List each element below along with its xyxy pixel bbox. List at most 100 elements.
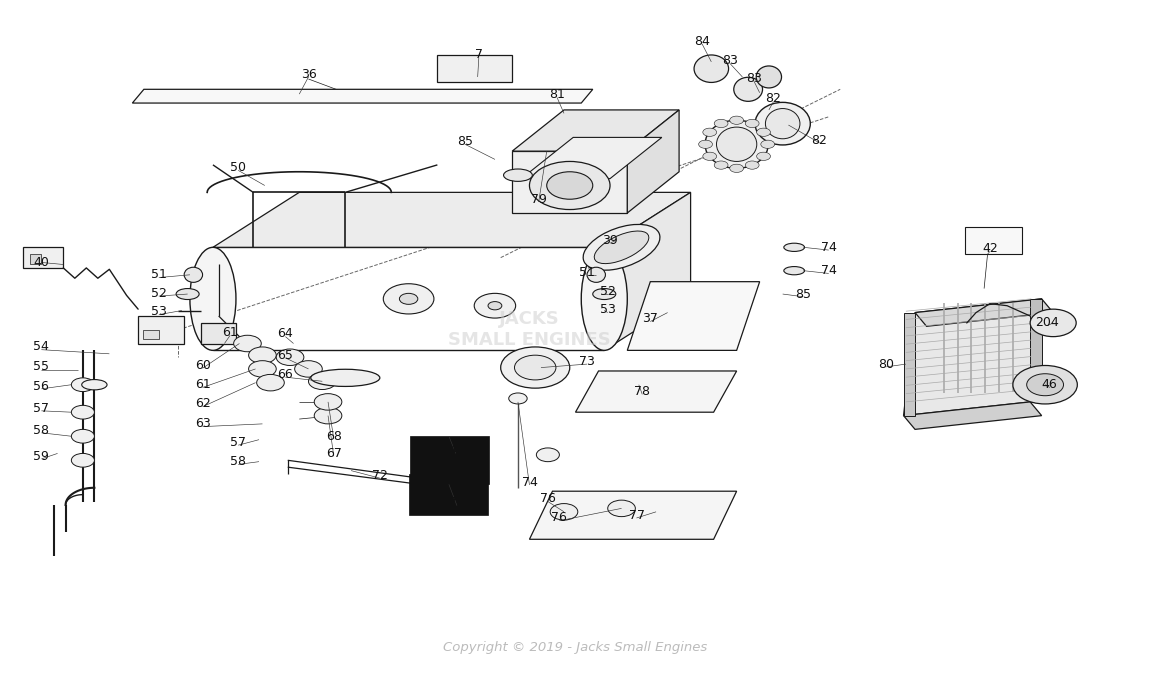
- Circle shape: [514, 355, 556, 380]
- Text: 53: 53: [600, 304, 616, 316]
- Text: 61: 61: [195, 379, 211, 391]
- Text: 68: 68: [326, 430, 342, 442]
- Text: 82: 82: [765, 93, 782, 105]
- Circle shape: [71, 405, 94, 419]
- Text: 52: 52: [600, 285, 616, 297]
- Circle shape: [703, 153, 717, 160]
- Text: 60: 60: [195, 359, 211, 372]
- Circle shape: [699, 140, 712, 148]
- Text: 63: 63: [195, 418, 211, 430]
- Polygon shape: [409, 474, 488, 515]
- Text: 66: 66: [277, 368, 294, 381]
- Bar: [23, 247, 63, 268]
- Bar: [201, 323, 236, 344]
- Polygon shape: [213, 192, 691, 247]
- Circle shape: [295, 361, 322, 377]
- Bar: [143, 330, 159, 339]
- Text: 204: 204: [1036, 317, 1059, 329]
- Circle shape: [314, 407, 342, 424]
- Polygon shape: [512, 110, 679, 151]
- Text: 54: 54: [33, 341, 49, 353]
- Text: 58: 58: [33, 424, 49, 436]
- Circle shape: [550, 504, 578, 520]
- Text: 41: 41: [448, 444, 464, 457]
- Text: 58: 58: [230, 455, 246, 468]
- Circle shape: [761, 140, 775, 148]
- Text: 85: 85: [457, 135, 473, 148]
- Circle shape: [308, 373, 336, 390]
- Polygon shape: [915, 299, 1053, 326]
- Circle shape: [249, 347, 276, 363]
- Circle shape: [249, 361, 276, 377]
- Text: 57: 57: [33, 402, 49, 414]
- Ellipse shape: [756, 66, 782, 88]
- Text: 75: 75: [449, 497, 465, 509]
- Text: 74: 74: [521, 476, 538, 488]
- Ellipse shape: [587, 267, 605, 282]
- Text: 67: 67: [326, 447, 342, 460]
- Circle shape: [257, 374, 284, 391]
- Ellipse shape: [733, 78, 762, 102]
- Text: 40: 40: [33, 256, 49, 269]
- Circle shape: [501, 347, 570, 388]
- Circle shape: [529, 161, 610, 210]
- Circle shape: [1030, 309, 1076, 337]
- Text: 57: 57: [230, 436, 246, 449]
- Text: 51: 51: [151, 269, 167, 281]
- Text: 59: 59: [33, 450, 49, 462]
- Text: 78: 78: [634, 385, 650, 398]
- Ellipse shape: [190, 247, 236, 350]
- Circle shape: [714, 161, 729, 169]
- Polygon shape: [521, 137, 662, 179]
- Text: 74: 74: [821, 241, 837, 254]
- Text: 79: 79: [531, 193, 547, 205]
- Text: 82: 82: [811, 134, 828, 146]
- Text: 81: 81: [549, 89, 565, 101]
- Polygon shape: [512, 151, 627, 213]
- Polygon shape: [576, 371, 737, 412]
- Text: 37: 37: [642, 313, 658, 325]
- Text: JACKS
SMALL ENGINES: JACKS SMALL ENGINES: [448, 311, 611, 349]
- Ellipse shape: [311, 370, 380, 386]
- Bar: [30, 254, 41, 264]
- Ellipse shape: [184, 267, 203, 282]
- Text: 46: 46: [1042, 379, 1058, 391]
- Text: 76: 76: [540, 493, 556, 505]
- Circle shape: [1027, 374, 1064, 396]
- Circle shape: [730, 164, 744, 172]
- Text: Copyright © 2019 - Jacks Small Engines: Copyright © 2019 - Jacks Small Engines: [443, 641, 708, 653]
- Circle shape: [703, 128, 717, 136]
- Circle shape: [276, 349, 304, 365]
- Ellipse shape: [755, 102, 810, 145]
- Polygon shape: [604, 192, 691, 350]
- Text: 84: 84: [694, 35, 710, 47]
- Circle shape: [71, 378, 94, 392]
- Text: 80: 80: [878, 358, 894, 370]
- Circle shape: [71, 429, 94, 443]
- Text: 65: 65: [277, 349, 294, 361]
- Polygon shape: [904, 313, 915, 416]
- Circle shape: [71, 453, 94, 467]
- Ellipse shape: [581, 247, 627, 350]
- Polygon shape: [627, 110, 679, 213]
- Text: 55: 55: [33, 361, 49, 373]
- Circle shape: [399, 293, 418, 304]
- Circle shape: [746, 120, 759, 128]
- Text: 72: 72: [372, 469, 388, 482]
- Ellipse shape: [784, 243, 805, 251]
- Ellipse shape: [784, 267, 805, 275]
- Circle shape: [746, 161, 759, 169]
- Ellipse shape: [716, 127, 757, 161]
- Ellipse shape: [694, 55, 729, 82]
- Ellipse shape: [584, 225, 660, 270]
- Text: 39: 39: [602, 234, 618, 247]
- Text: 73: 73: [579, 355, 595, 368]
- Circle shape: [756, 128, 770, 136]
- Ellipse shape: [765, 109, 800, 139]
- Text: 7: 7: [475, 49, 482, 61]
- Text: 83: 83: [722, 54, 738, 67]
- Polygon shape: [904, 402, 1042, 429]
- Text: 74: 74: [821, 264, 837, 277]
- Polygon shape: [529, 491, 737, 539]
- Ellipse shape: [176, 289, 199, 300]
